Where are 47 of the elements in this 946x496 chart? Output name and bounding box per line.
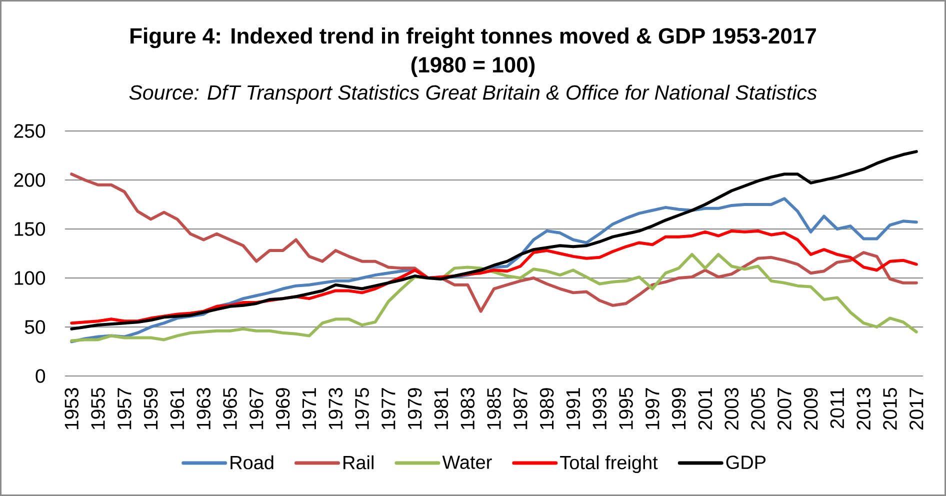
x-tick-label: 1965 bbox=[223, 388, 237, 430]
x-tick-label: 1969 bbox=[276, 388, 290, 430]
x-tick-label: 1979 bbox=[408, 388, 422, 430]
x-tick-label: 1997 bbox=[646, 388, 660, 430]
x-tick-label: 2003 bbox=[724, 388, 739, 430]
legend-label: Rail bbox=[344, 455, 374, 470]
x-tick-label: 1967 bbox=[250, 388, 264, 430]
x-tick-label: 1959 bbox=[144, 388, 158, 430]
x-tick-label: 1977 bbox=[382, 388, 396, 430]
x-tick-label: 1953 bbox=[64, 388, 79, 430]
x-tick-label: 1957 bbox=[118, 388, 132, 430]
source-note: Source: DfT Transport Statistics Great Britain & Office for National Statistics bbox=[129, 84, 817, 104]
x-tick-label: 2011 bbox=[830, 388, 844, 428]
legend-label: GDP bbox=[726, 456, 766, 470]
x-tick-label: 1963 bbox=[196, 388, 211, 430]
x-tick-label: 1987 bbox=[514, 388, 528, 430]
x-tick-label: 1981 bbox=[434, 388, 448, 430]
x-tick-label: 2005 bbox=[751, 388, 765, 430]
x-tick-label: 1993 bbox=[592, 388, 607, 430]
legend-label: Total freight bbox=[560, 455, 658, 474]
x-tick-label: 1955 bbox=[91, 388, 105, 430]
y-tick-label: 0 bbox=[36, 369, 46, 383]
x-tick-label: 1973 bbox=[328, 388, 343, 430]
x-tick-label: 1961 bbox=[170, 388, 184, 430]
x-tick-label: 1995 bbox=[619, 388, 633, 430]
chart-subtitle: (1980 = 100) bbox=[411, 56, 535, 77]
y-tick-label: 150 bbox=[14, 222, 46, 236]
x-tick-label: 1985 bbox=[487, 388, 501, 430]
x-tick-label: 2013 bbox=[856, 388, 871, 430]
legend-label: Water bbox=[442, 456, 492, 469]
x-tick-label: 2015 bbox=[883, 388, 897, 430]
x-tick-label: 1983 bbox=[460, 388, 475, 430]
x-tick-label: 2001 bbox=[698, 388, 712, 430]
y-tick-label: 100 bbox=[14, 271, 46, 285]
y-tick-label: 50 bbox=[24, 320, 46, 334]
legend-label: Road bbox=[230, 455, 274, 470]
x-tick-label: 1999 bbox=[672, 388, 686, 430]
x-tick-label: 1975 bbox=[355, 388, 369, 430]
x-tick-label: 2009 bbox=[804, 388, 818, 430]
x-tick-label: 1971 bbox=[302, 388, 316, 430]
x-tick-label: 1989 bbox=[540, 388, 554, 430]
y-tick-label: 200 bbox=[14, 173, 46, 187]
x-tick-label: 2007 bbox=[778, 388, 792, 430]
y-tick-label: 250 bbox=[14, 124, 46, 138]
x-tick-label: 1991 bbox=[566, 388, 580, 430]
x-tick-label: 2017 bbox=[910, 388, 924, 430]
chart-title: Figure 4: Indexed trend in freight tonnes moved & GDP 1953-2017 bbox=[130, 28, 816, 48]
